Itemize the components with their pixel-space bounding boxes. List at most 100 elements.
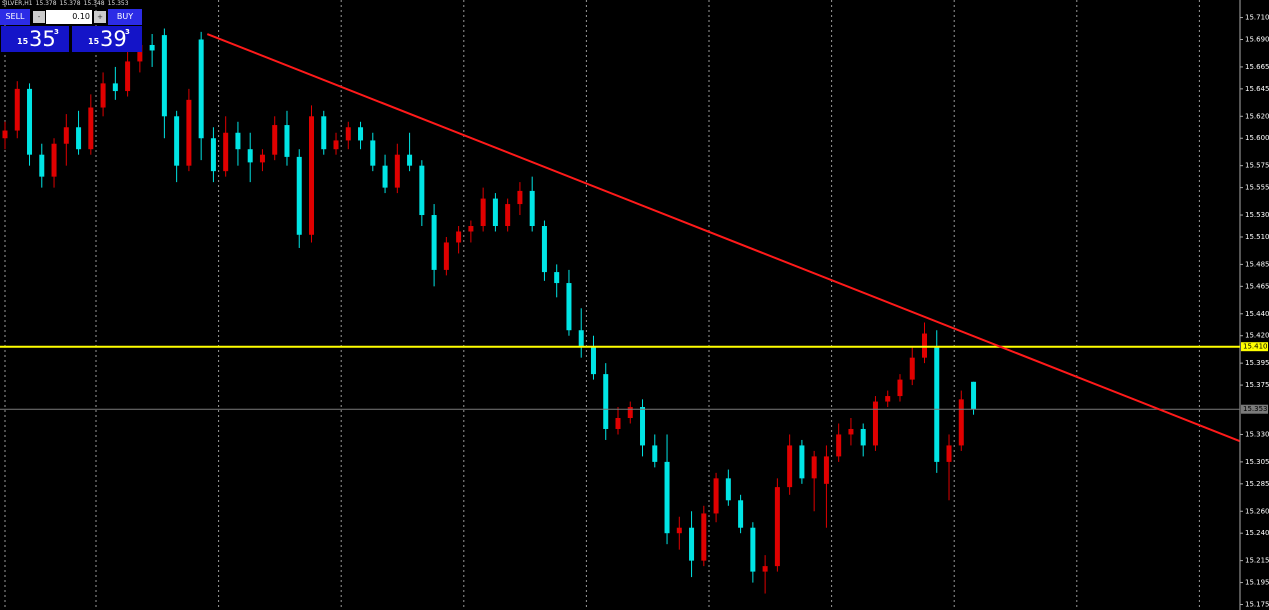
y-tick-label: 15.600 [1245, 134, 1269, 142]
ohlc-high: 15.378 [59, 0, 81, 7]
candle-body [689, 527, 695, 561]
price-sup: 3 [125, 28, 130, 36]
candle-body [492, 198, 498, 227]
candle-body [541, 226, 547, 273]
sell-button[interactable]: SELL [0, 9, 30, 25]
candle-body [971, 381, 977, 410]
candle-body [799, 445, 805, 479]
candle-body [407, 154, 413, 166]
symbol: SILVER,H1 [2, 0, 33, 7]
y-tick-label: 15.285 [1245, 480, 1269, 488]
ohlc-close: 15.353 [107, 0, 129, 7]
candle-body [443, 242, 449, 270]
candle-body [652, 445, 658, 462]
sell-price[interactable]: 15 35 3 [1, 26, 69, 52]
y-tick-label: 15.420 [1245, 332, 1269, 340]
candle-body [27, 88, 33, 155]
candle-body [309, 116, 314, 235]
candle-body [76, 127, 82, 150]
candle-body [259, 154, 265, 163]
candle-body [529, 190, 535, 227]
price-prefix: 15 [88, 37, 100, 46]
y-tick-label: 15.195 [1245, 579, 1269, 587]
candle-body [505, 204, 511, 227]
candle-body [578, 330, 584, 347]
y-tick-label: 15.215 [1245, 557, 1269, 565]
chart-header: SILVER,H1 15.378 15.378 15.348 15.353 [2, 0, 132, 8]
candle-body [860, 428, 866, 446]
candle-body [394, 154, 400, 188]
lot-input[interactable]: 0.10 [46, 10, 92, 24]
lot-plus[interactable]: + [94, 11, 106, 23]
candle-body [823, 456, 829, 484]
y-tick-label: 15.175 [1245, 601, 1269, 609]
y-tick-label: 15.440 [1245, 310, 1269, 318]
price-level-label: 15.353 [1243, 405, 1268, 413]
y-tick-label: 15.330 [1245, 430, 1269, 438]
candle-body [517, 190, 523, 205]
price-sup: 3 [54, 28, 59, 36]
y-tick-label: 15.395 [1245, 359, 1269, 367]
candle-body [382, 165, 388, 188]
y-tick-label: 15.575 [1245, 162, 1269, 170]
candle-body [627, 407, 633, 419]
candle-body [456, 231, 462, 243]
candle-body [603, 374, 609, 429]
candle-body [100, 83, 106, 108]
candle-body [554, 272, 560, 284]
candle-body [958, 399, 964, 446]
lot-minus[interactable]: - [33, 11, 45, 23]
y-tick-label: 15.260 [1245, 507, 1269, 515]
y-tick-label: 15.555 [1245, 184, 1269, 192]
candle-body [370, 140, 376, 166]
candle-body [590, 346, 596, 375]
y-tick-label: 15.375 [1245, 381, 1269, 389]
candle-body [725, 478, 731, 501]
y-tick-label: 15.510 [1245, 233, 1269, 241]
price-level-tag [1241, 342, 1268, 352]
candle-body [210, 138, 216, 172]
candle-body [750, 527, 756, 572]
candle-body [676, 527, 682, 534]
price-big: 39 [100, 27, 127, 51]
candle-body [762, 566, 768, 572]
ohlc-low: 15.348 [83, 0, 105, 7]
candle-body [811, 456, 817, 479]
candle-body [419, 165, 425, 216]
y-tick-label: 15.530 [1245, 211, 1269, 219]
ohlc-open: 15.378 [35, 0, 57, 7]
candle-body [872, 401, 878, 446]
candle-body [161, 35, 167, 117]
y-tick-label: 15.465 [1245, 282, 1269, 290]
candle-body [321, 116, 327, 150]
buy-price[interactable]: 15 39 3 [72, 26, 142, 52]
candle-body [272, 125, 278, 155]
candle-body [174, 116, 180, 166]
candle-body [186, 99, 192, 166]
candle-body [223, 132, 229, 172]
y-tick-label: 15.240 [1245, 529, 1269, 537]
price-big: 35 [29, 27, 56, 51]
candle-body [247, 149, 253, 163]
candle-body [480, 198, 486, 227]
candle-body [885, 396, 891, 402]
price-level-label: 15.410 [1243, 343, 1268, 351]
candle-body [137, 44, 143, 62]
candle-body [922, 333, 927, 358]
candle-body [198, 39, 204, 139]
buy-button[interactable]: BUY [108, 9, 142, 25]
candle-body [640, 407, 646, 446]
candle-body [112, 83, 118, 92]
y-tick-label: 15.690 [1245, 35, 1269, 43]
candle-body [125, 61, 131, 92]
candle-body [358, 127, 364, 141]
y-tick-label: 15.710 [1245, 14, 1269, 22]
y-tick-label: 15.665 [1245, 63, 1269, 71]
candle-body [284, 125, 290, 157]
candle-body [897, 379, 903, 397]
candle-body [836, 434, 842, 457]
candle-body [333, 140, 339, 150]
candle-body [848, 428, 854, 435]
